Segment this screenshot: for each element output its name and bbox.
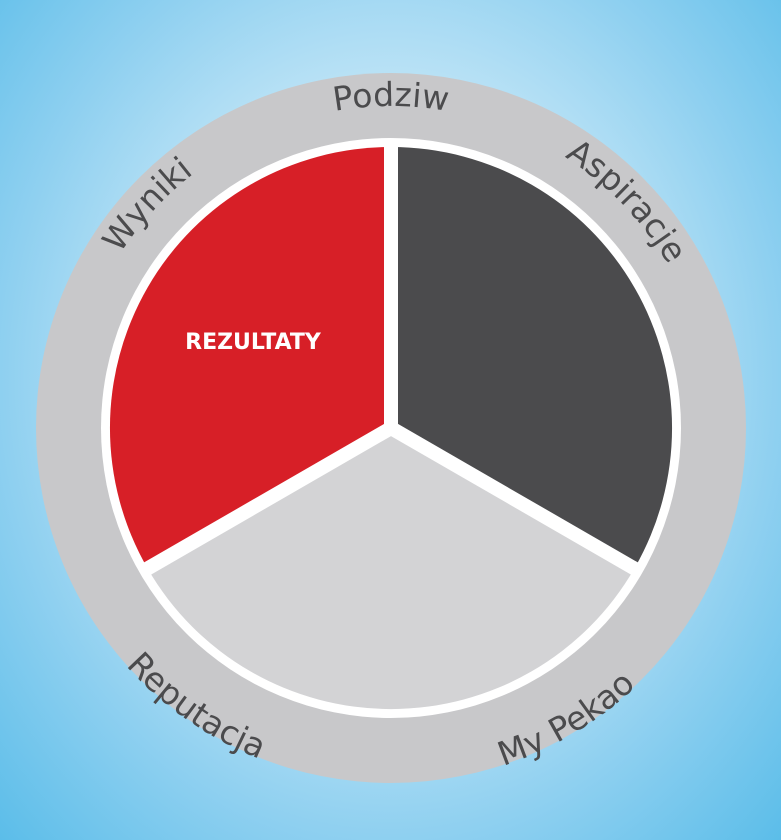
ring-label-podziw: Podziw bbox=[330, 75, 451, 119]
segment-dividers bbox=[138, 140, 644, 579]
divider-right bbox=[387, 421, 644, 579]
divider-left bbox=[138, 421, 395, 579]
segment-label-rezultaty: REZULTATY bbox=[185, 330, 322, 355]
